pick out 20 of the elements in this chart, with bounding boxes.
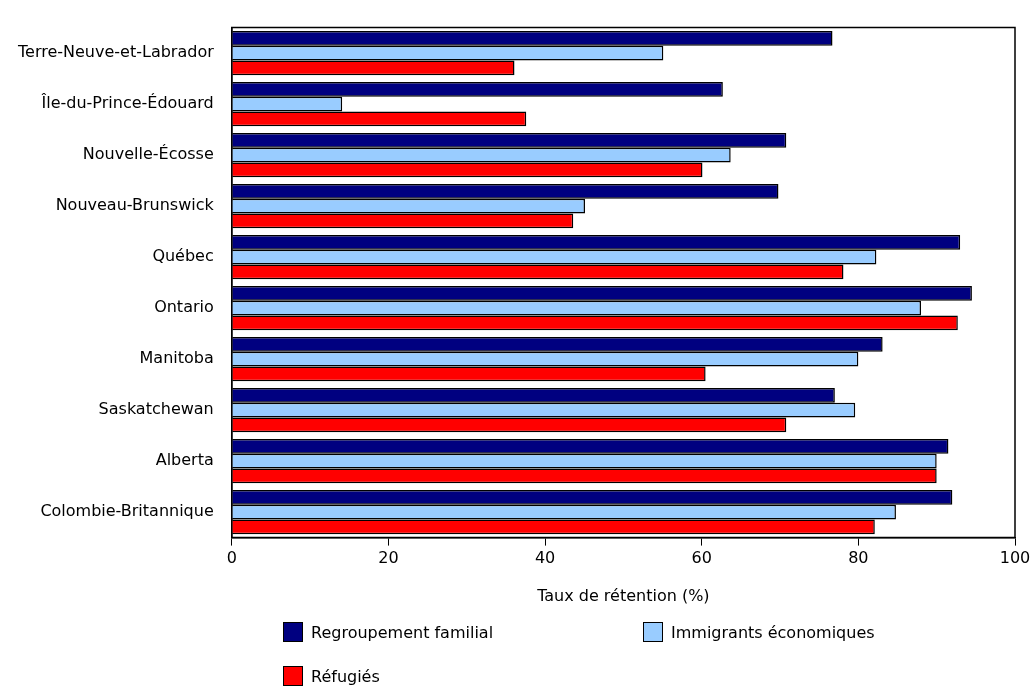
x-tick-label: 20 [378, 548, 399, 568]
x-tick-label: 100 [999, 548, 1031, 568]
x-tick-label: 80 [848, 548, 869, 568]
y-tick-label: Nouvelle-Écosse [82, 144, 214, 164]
y-tick-label: Colombie-Britannique [40, 501, 214, 521]
legend-label: Immigrants économiques [671, 622, 875, 642]
y-tick-label: Terre-Neuve-et-Labrador [17, 42, 215, 62]
x-tick-label: 60 [691, 548, 712, 568]
y-tick-label: Ontario [154, 297, 214, 317]
y-tick-label: Nouveau-Brunswick [55, 195, 215, 215]
y-tick-label: Île-du-Prince-Édouard [40, 93, 214, 113]
legend-label: Réfugiés [311, 666, 380, 686]
y-tick-label: Saskatchewan [98, 399, 214, 419]
x-tick-label: 0 [226, 548, 237, 568]
y-tick-label: Alberta [155, 450, 214, 470]
x-axis-title: Taux de rétention (%) [536, 585, 710, 605]
x-tick-label: 40 [534, 548, 556, 568]
y-tick-label: Québec [152, 246, 214, 266]
y-tick-label: Manitoba [139, 348, 214, 368]
legend-label: Regroupement familial [311, 622, 494, 642]
